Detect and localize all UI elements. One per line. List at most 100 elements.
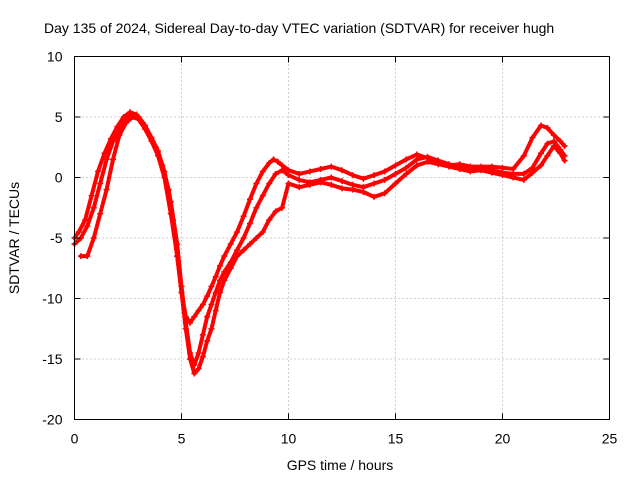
data-point — [97, 180, 104, 187]
chart-title: Day 135 of 2024, Sidereal Day-to-day VTE… — [44, 20, 554, 36]
data-point — [195, 307, 202, 314]
data-point — [227, 241, 234, 248]
data-point — [110, 138, 117, 145]
data-point — [339, 178, 345, 185]
data-point — [259, 168, 266, 175]
data-point — [240, 235, 247, 241]
data-point — [234, 253, 241, 260]
data-point — [266, 180, 273, 187]
data-point — [240, 213, 247, 220]
data-point — [227, 265, 234, 272]
data-point — [103, 186, 110, 193]
data-point — [467, 168, 474, 175]
data-point — [413, 156, 420, 163]
data-point — [191, 313, 198, 320]
data-point — [550, 143, 557, 150]
data-point — [349, 186, 356, 193]
data-point — [77, 253, 84, 260]
data-point — [221, 253, 228, 260]
data-point — [129, 114, 136, 120]
data-point — [381, 176, 388, 183]
data-point — [371, 180, 378, 187]
data-point — [306, 181, 313, 188]
data-point — [208, 283, 215, 290]
x-tick-label: 5 — [178, 431, 186, 447]
data-point — [101, 150, 108, 157]
data-point — [234, 228, 241, 235]
data-point — [360, 175, 367, 182]
data-point — [279, 167, 286, 174]
data-point — [403, 164, 410, 171]
series-trace-a — [72, 110, 567, 325]
data-point — [446, 163, 452, 170]
data-point — [538, 122, 545, 129]
data-point — [488, 169, 495, 176]
data-point — [212, 273, 219, 280]
data-point — [259, 228, 266, 235]
data-point — [296, 176, 303, 183]
data-point — [221, 277, 228, 284]
data-point — [403, 156, 410, 163]
data-point — [296, 184, 303, 191]
data-point — [148, 138, 155, 145]
data-point — [478, 167, 485, 174]
data-point — [371, 193, 378, 200]
data-point — [317, 179, 324, 186]
data-point — [510, 174, 517, 181]
data-point — [84, 253, 91, 260]
data-point — [272, 208, 279, 215]
data-point — [371, 172, 378, 179]
data-point — [122, 120, 129, 127]
data-point — [253, 204, 260, 211]
data-point — [208, 325, 215, 332]
data-point — [221, 268, 228, 275]
data-point — [285, 180, 292, 187]
data-point — [392, 170, 399, 177]
data-point — [75, 228, 82, 235]
data-point — [403, 170, 410, 177]
data-point — [381, 190, 388, 197]
data-point — [135, 116, 142, 123]
data-point — [561, 157, 568, 164]
data-point — [317, 166, 324, 173]
grid-layer — [74, 56, 610, 420]
data-point — [240, 247, 247, 254]
data-point — [520, 176, 527, 183]
data-point — [253, 180, 260, 187]
data-point — [88, 192, 95, 199]
data-point — [187, 356, 194, 362]
y-tick-label: -20 — [42, 412, 62, 428]
data-point — [499, 172, 506, 179]
data-point — [306, 168, 313, 175]
data-point — [199, 353, 206, 360]
data-point — [82, 216, 89, 223]
x-tick-labels: 0 5 10 15 20 25 — [71, 431, 618, 447]
y-tick-label: -15 — [42, 351, 62, 367]
data-point — [182, 325, 189, 332]
data-point — [217, 289, 224, 296]
data-point — [110, 156, 117, 163]
data-point — [212, 307, 219, 314]
data-point — [561, 143, 568, 150]
data-point — [266, 216, 273, 223]
data-point — [217, 262, 224, 269]
data-point — [456, 166, 463, 173]
y-tick-label: -10 — [42, 291, 62, 307]
data-point — [199, 301, 206, 308]
y-axis-title: SDTVAR / TECUs — [6, 182, 22, 294]
data-point — [360, 189, 367, 196]
series-trace-b — [72, 112, 567, 368]
data-point — [266, 159, 273, 166]
x-tick-label: 0 — [71, 431, 79, 447]
data-point — [97, 210, 104, 217]
data-point — [154, 152, 161, 159]
data-point — [285, 172, 292, 179]
y-tick-label: 0 — [55, 170, 63, 186]
data-point — [195, 365, 202, 372]
data-point — [103, 156, 110, 163]
data-point — [84, 222, 91, 229]
data-point — [90, 204, 97, 211]
data-point — [95, 168, 102, 175]
data-point — [199, 331, 206, 338]
